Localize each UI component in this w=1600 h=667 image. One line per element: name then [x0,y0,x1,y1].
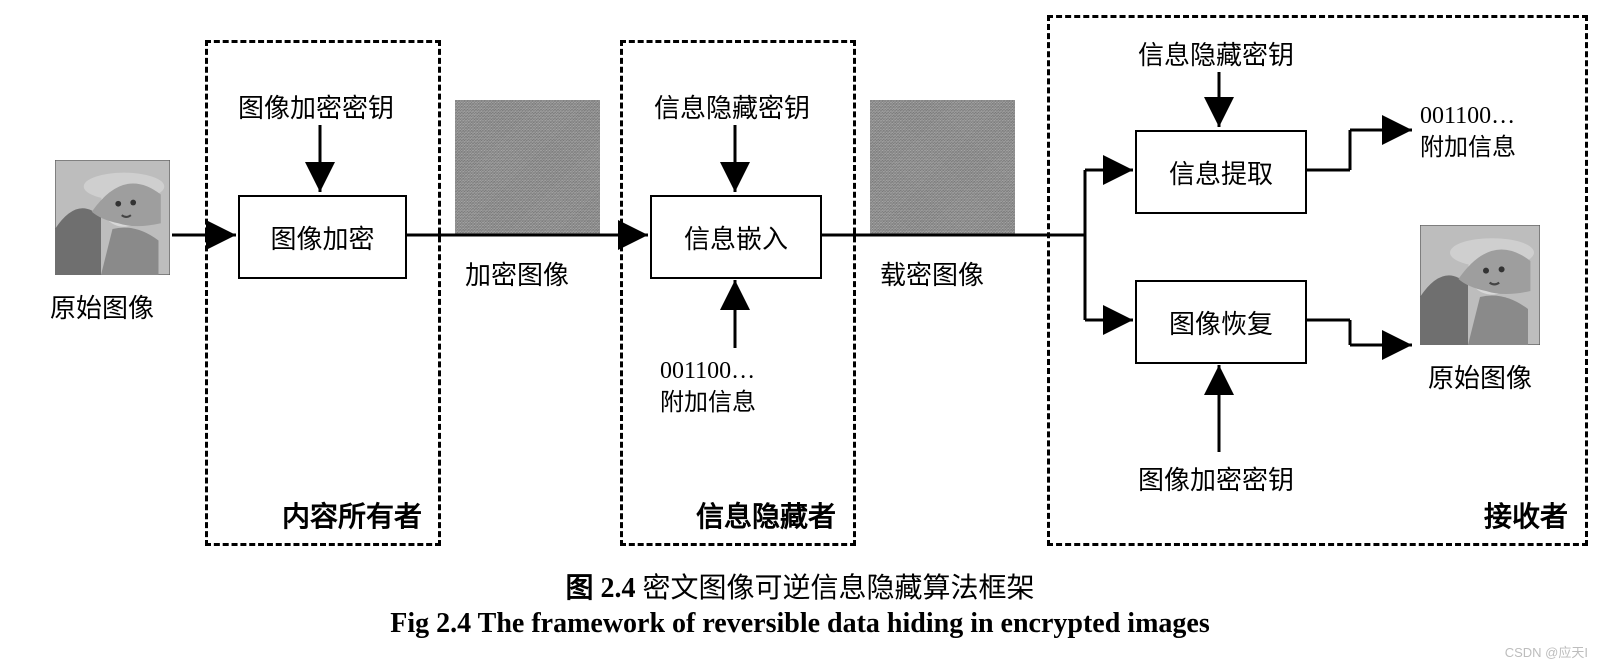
diagram-canvas: 原始图像 图像加密 图像加密密钥 加密图像 信息嵌入 信息隐藏密钥 001100… [0,0,1600,580]
caption-en-text: The framework of reversible data hiding … [478,608,1210,639]
caption-cn-text: 密文图像可逆信息隐藏算法框架 [643,573,1035,604]
caption-en-prefix: Fig 2.4 [390,608,477,639]
caption-en: Fig 2.4 The framework of reversible data… [0,608,1600,640]
watermark: CSDN @应天I [1505,642,1588,661]
caption-cn: 图 2.4 密文图像可逆信息隐藏算法框架 [0,566,1600,606]
caption-cn-prefix: 图 2.4 [565,573,642,604]
arrows-layer [0,0,1600,560]
